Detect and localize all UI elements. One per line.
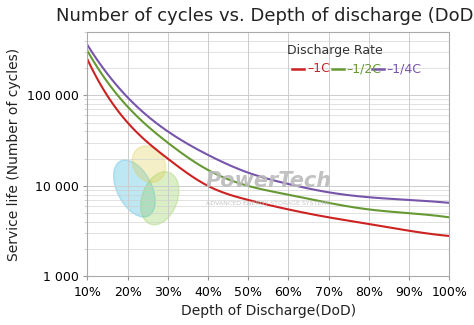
- 1/2C: [306, 197, 311, 201]
- X-axis label: Depth of Discharge(DoD): Depth of Discharge(DoD): [181, 304, 356, 318]
- 1/2C: [300, 196, 306, 200]
- 1C: [390, 226, 395, 230]
- 1/4C: [306, 187, 311, 190]
- Text: –1C: –1C: [307, 62, 330, 75]
- 1C: [84, 58, 90, 61]
- Line: 1/2C: 1/2C: [87, 51, 449, 217]
- 1/4C: [300, 185, 306, 189]
- 1/2C: [84, 49, 90, 53]
- Line: 1C: 1C: [87, 59, 449, 236]
- Line: 1/4C: 1/4C: [87, 45, 449, 203]
- Text: –1/4C: –1/4C: [386, 62, 421, 75]
- 1/4C: [299, 185, 304, 189]
- 1C: [412, 230, 418, 234]
- 1/2C: [390, 210, 395, 214]
- Y-axis label: Service life (Number of cycles): Service life (Number of cycles): [7, 48, 21, 261]
- 1/4C: [447, 201, 452, 205]
- 1/4C: [84, 43, 90, 47]
- Text: –1/2C: –1/2C: [347, 62, 382, 75]
- 1C: [300, 211, 306, 214]
- 1/4C: [86, 45, 91, 49]
- Text: PowerTech: PowerTech: [205, 171, 331, 191]
- 1/2C: [86, 51, 91, 55]
- 1C: [86, 60, 91, 64]
- 1C: [306, 212, 311, 215]
- 1/2C: [412, 212, 418, 216]
- Ellipse shape: [114, 160, 155, 217]
- Text: ADVANCED ENERGY STORAGE SYSTEMS: ADVANCED ENERGY STORAGE SYSTEMS: [206, 201, 330, 206]
- Text: Discharge Rate: Discharge Rate: [287, 44, 383, 57]
- Ellipse shape: [132, 146, 165, 182]
- 1/4C: [412, 198, 418, 202]
- Ellipse shape: [141, 172, 179, 225]
- 1C: [299, 210, 304, 214]
- Title: Number of cycles vs. Depth of discharge (DoD): Number of cycles vs. Depth of discharge …: [56, 7, 474, 25]
- 1C: [447, 234, 452, 238]
- 1/2C: [299, 195, 304, 199]
- 1/4C: [390, 197, 395, 201]
- 1/2C: [447, 215, 452, 219]
